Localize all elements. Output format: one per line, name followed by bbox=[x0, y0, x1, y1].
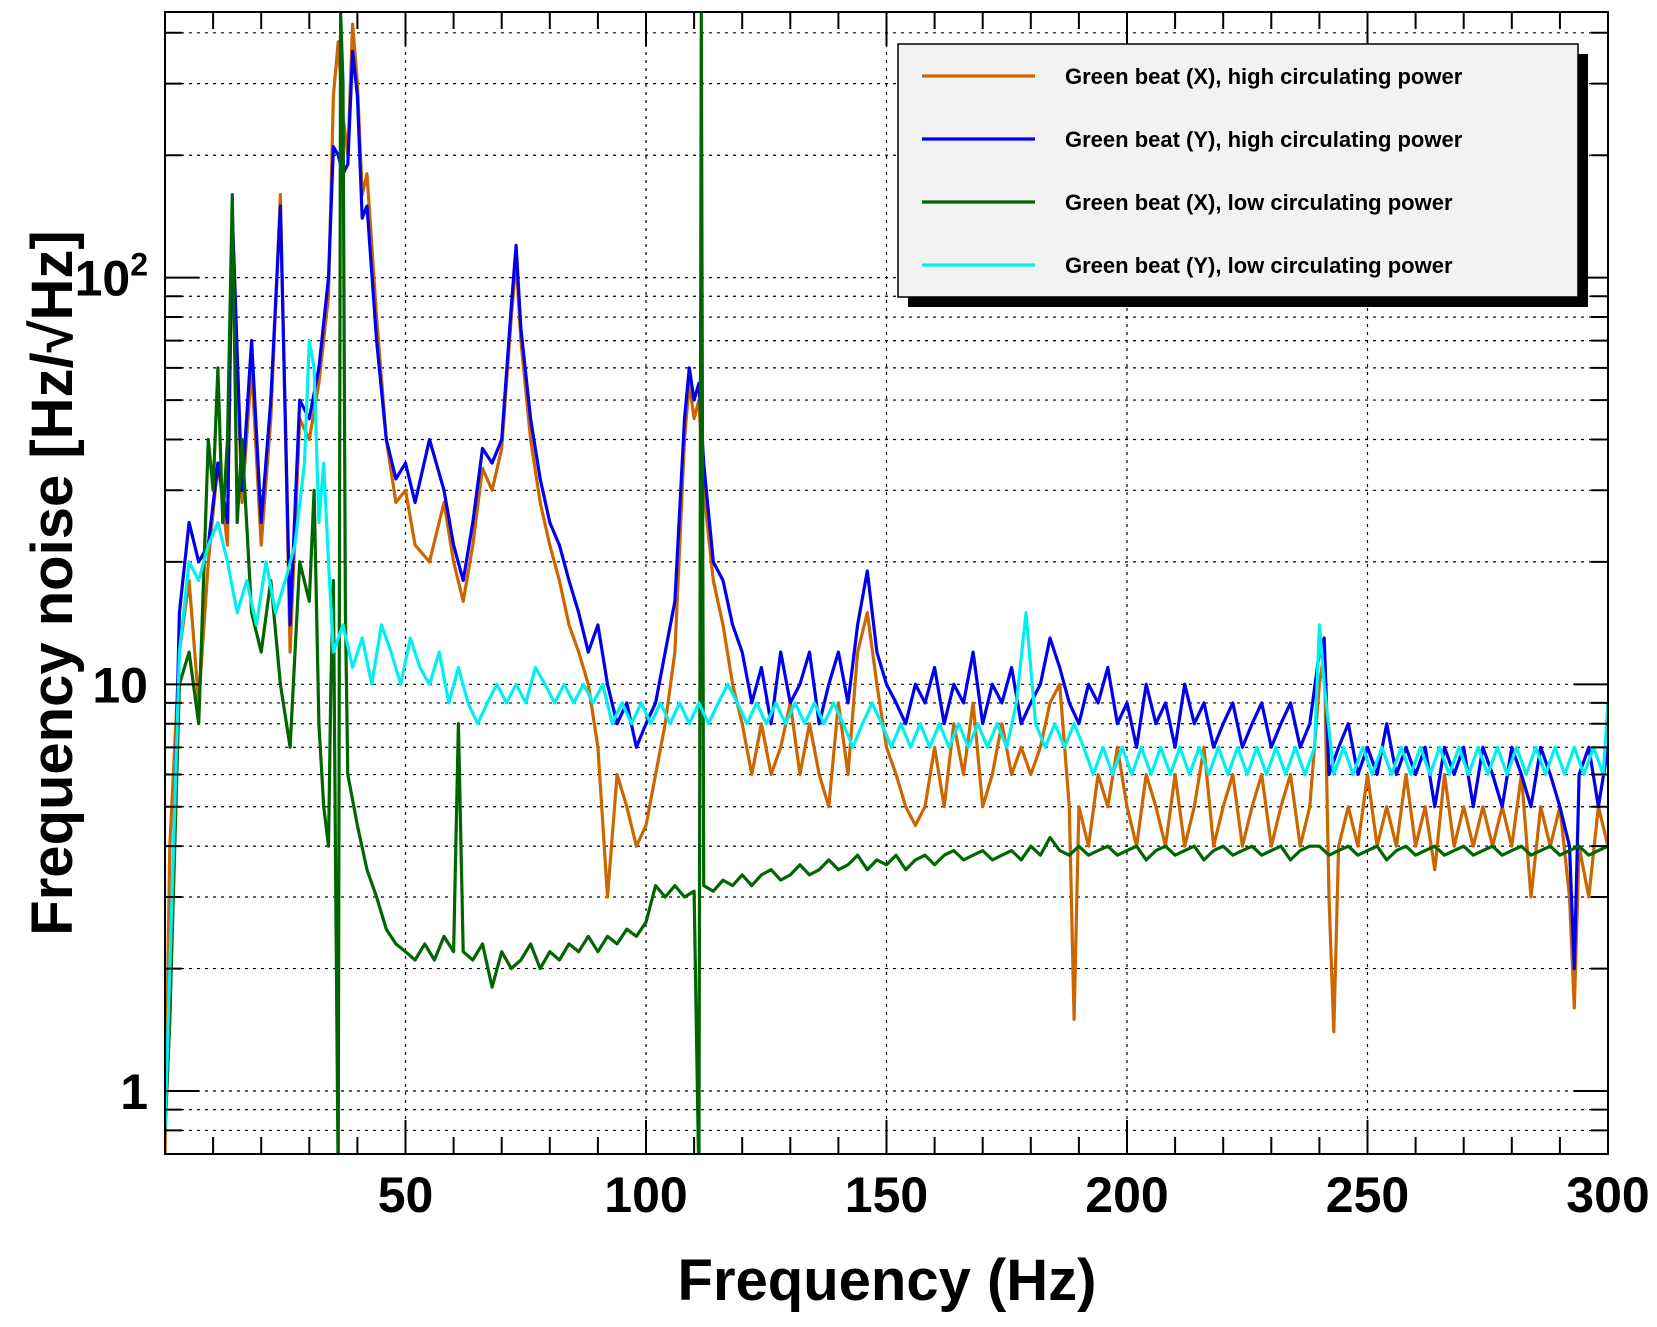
legend-label-2: Green beat (Y), high circulating power bbox=[1065, 127, 1463, 152]
series-line-1 bbox=[165, 22, 1608, 1154]
x-tick-label: 300 bbox=[1566, 1167, 1649, 1223]
legend-label-1: Green beat (X), high circulating power bbox=[1065, 64, 1463, 89]
ticks bbox=[165, 12, 1608, 1155]
y-tick-label: 1 bbox=[120, 1064, 148, 1120]
series-layer bbox=[165, 12, 1608, 1154]
x-tick-label: 150 bbox=[845, 1167, 928, 1223]
legend-label-4: Green beat (Y), low circulating power bbox=[1065, 253, 1453, 278]
y-axis-title: Frequency noise [Hz/√Hz] bbox=[20, 230, 85, 935]
legend: Green beat (X), high circulating power Gr… bbox=[897, 43, 1588, 307]
series-line-2 bbox=[165, 49, 1608, 1131]
series-line-3 bbox=[165, 12, 1608, 1154]
x-tick-label: 250 bbox=[1326, 1167, 1409, 1223]
x-axis-title: Frequency (Hz) bbox=[678, 1248, 1097, 1313]
x-tick-label: 100 bbox=[604, 1167, 687, 1223]
x-tick-label: 200 bbox=[1085, 1167, 1168, 1223]
y-tick-label: 10 bbox=[92, 657, 148, 713]
legend-label-3: Green beat (X), low circulating power bbox=[1065, 190, 1453, 215]
legend-box bbox=[897, 43, 1579, 298]
series-line-4 bbox=[165, 339, 1608, 1131]
x-tick-label: 50 bbox=[378, 1167, 434, 1223]
